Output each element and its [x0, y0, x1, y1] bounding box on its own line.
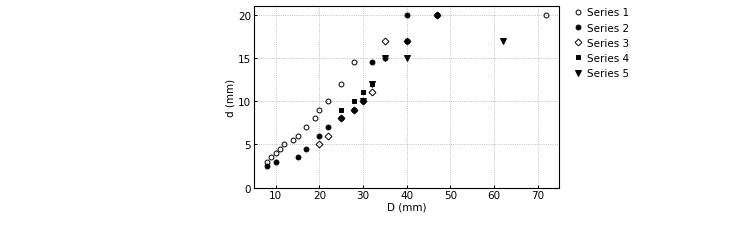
Legend: Series 1, Series 2, Series 3, Series 4, Series 5: Series 1, Series 2, Series 3, Series 4, …	[574, 8, 629, 79]
Y-axis label: d (mm): d (mm)	[225, 78, 235, 116]
X-axis label: D (mm): D (mm)	[387, 202, 426, 212]
